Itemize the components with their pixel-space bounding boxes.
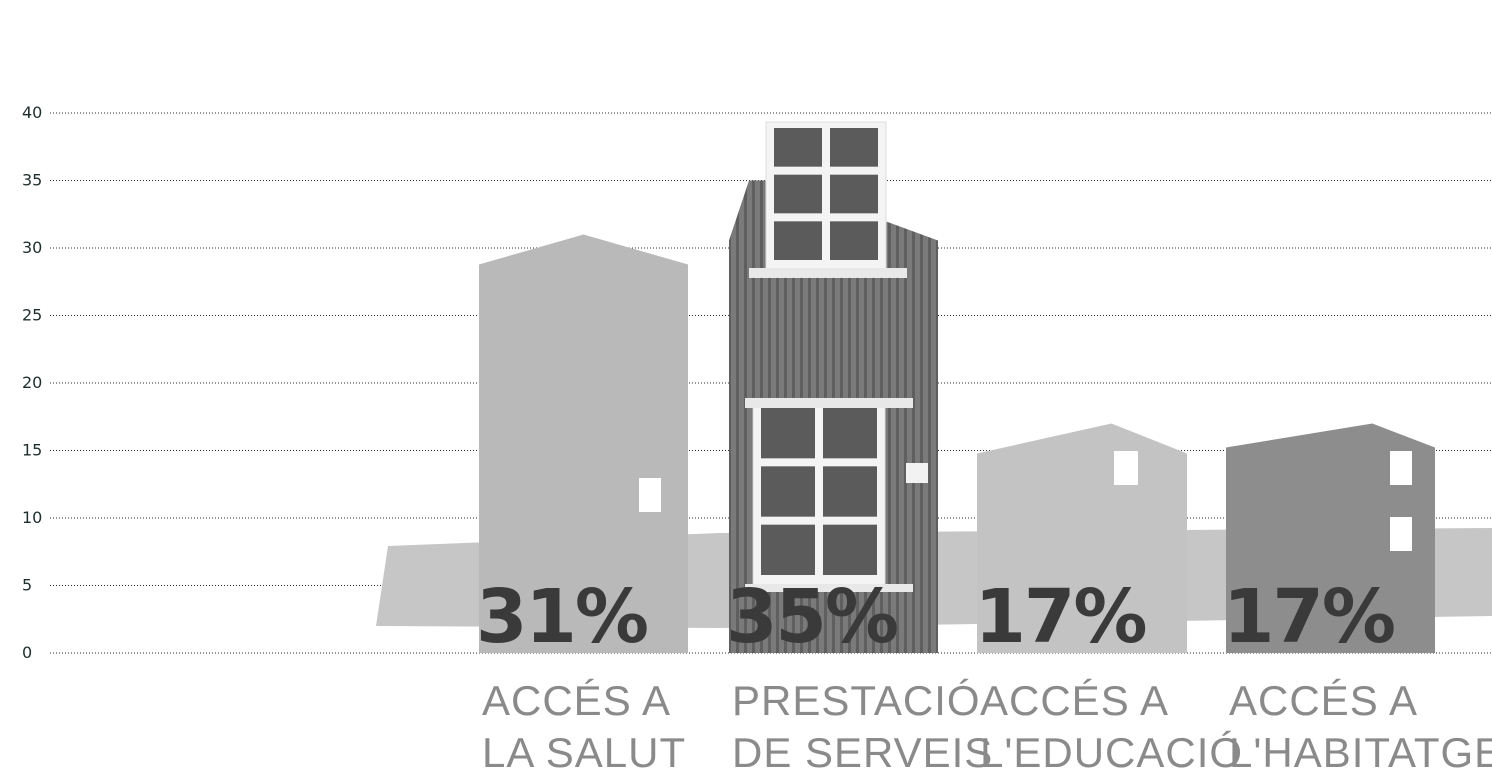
window-pane	[830, 128, 878, 167]
bar-0	[479, 234, 688, 653]
value-label-2: 17%	[974, 574, 1145, 660]
window-icon	[1390, 517, 1412, 551]
house-number-plate	[906, 463, 928, 483]
window-pane	[823, 466, 877, 517]
category-label-1-line-0: PRESTACIÓ	[732, 677, 981, 724]
category-labels: ACCÉS A LA SALUT PRESTACIÓ DE SERVEIS ACCÉS …	[482, 677, 1492, 769]
window-pane	[774, 174, 822, 214]
y-tick-label-30: 30	[22, 238, 42, 257]
window-sill	[745, 584, 913, 592]
window-pane	[830, 174, 878, 214]
category-label-2-line-1: L'EDUCACIÓ	[980, 729, 1243, 769]
bars	[479, 121, 1435, 653]
window-sill	[749, 268, 907, 278]
value-label-0: 31%	[476, 574, 647, 660]
category-label-0-line-1: LA SALUT	[482, 729, 686, 769]
window-pane	[761, 524, 815, 575]
y-tick-label-0: 0	[22, 643, 32, 662]
y-tick-label-25: 25	[22, 306, 42, 325]
bar-2	[977, 423, 1187, 653]
y-tick-label-5: 5	[22, 576, 32, 595]
y-tick-label-15: 15	[22, 441, 42, 460]
window-pane	[830, 221, 878, 260]
category-label-0-line-0: ACCÉS A	[482, 677, 671, 724]
y-tick-label-20: 20	[22, 373, 42, 392]
category-label-3-line-0: ACCÉS A	[1229, 677, 1418, 724]
window-pane	[774, 128, 822, 167]
bar-shape-3	[1226, 423, 1435, 653]
window-icon	[639, 478, 661, 512]
window-pane	[823, 408, 877, 459]
value-label-1: 35%	[726, 574, 897, 660]
window-pane	[774, 221, 822, 260]
window-pane	[823, 524, 877, 575]
window-sill	[745, 398, 913, 408]
window-pane	[761, 408, 815, 459]
category-label-3-line-1: L'HABITATGE	[1229, 729, 1492, 769]
y-tick-label-10: 10	[22, 508, 42, 527]
window-pane	[761, 466, 815, 517]
bar-1	[729, 121, 938, 653]
value-label-3: 17%	[1223, 574, 1394, 660]
bar-3	[1226, 423, 1435, 653]
y-tick-label-40: 40	[22, 103, 42, 122]
category-label-1-line-1: DE SERVEIS	[732, 729, 993, 769]
y-axis: 051015202530354050	[22, 103, 42, 662]
window-icon	[1390, 451, 1412, 485]
category-label-2-line-0: ACCÉS A	[980, 677, 1169, 724]
y-tick-label-35: 35	[22, 171, 42, 190]
window-icon	[1114, 451, 1138, 485]
value-labels: 31% 35% 17% 17%	[476, 574, 1396, 660]
bar-shape-0	[479, 234, 688, 653]
